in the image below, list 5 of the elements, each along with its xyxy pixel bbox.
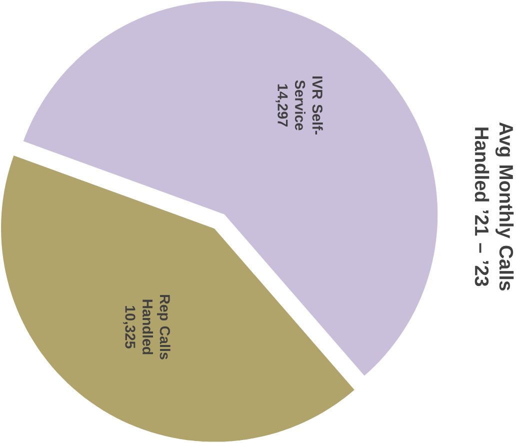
slice-label: Rep Calls Handled: [142, 295, 170, 360]
data-label: 14,297: [276, 84, 288, 127]
data-label: 10,325: [123, 306, 136, 348]
text: Avg Monthly Calls Handled ’21 – ’23: [474, 122, 514, 291]
slice-label: IVR Self-Service: [294, 76, 323, 135]
